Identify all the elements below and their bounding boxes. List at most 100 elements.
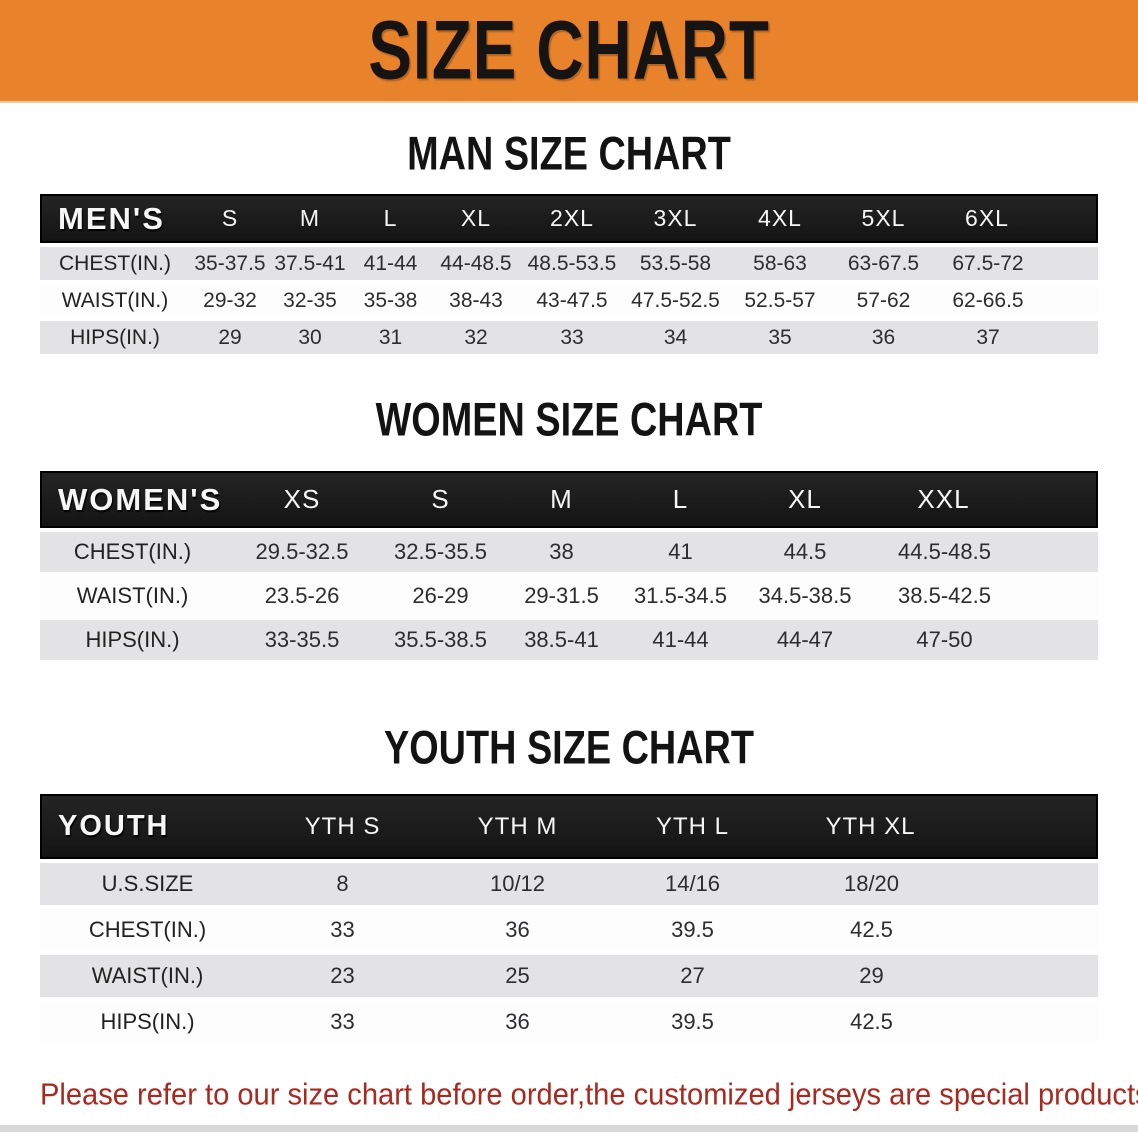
table-cell: 36 bbox=[430, 909, 605, 951]
table-row: WAIST(IN.) 23.5-26 26-29 29-31.5 31.5-34.5 34… bbox=[40, 576, 1098, 616]
row-label: HIPS(IN.) bbox=[40, 620, 225, 660]
youth-size-table-grid: YOUTH YTH S YTH M YTH L YTH XL U.S.SIZE 8 10/12… bbox=[40, 790, 1098, 1047]
table-cell: 35 bbox=[728, 321, 832, 354]
table-cell: 38.5-42.5 bbox=[870, 576, 1098, 616]
table-row: WAIST(IN.) 29-32 32-35 35-38 38-43 43-47.5 47.… bbox=[40, 284, 1098, 317]
table-title-cell: WOMEN'S bbox=[40, 471, 225, 528]
table-cell: 31 bbox=[350, 321, 431, 354]
table-cell: 23.5-26 bbox=[225, 576, 379, 616]
header-row: WOMEN'S XS S M L XL XXL bbox=[40, 471, 1098, 528]
order-policy-line-1: Please refer to our size chart before or… bbox=[40, 1078, 1138, 1112]
table-cell: 37.5-41 bbox=[270, 247, 350, 280]
table-row: CHEST(IN.) 35-37.5 37.5-41 41-44 44-48.5 48.5… bbox=[40, 247, 1098, 280]
table-cell: 35-37.5 bbox=[190, 247, 270, 280]
table-cell: 30 bbox=[270, 321, 350, 354]
table-row: HIPS(IN.) 33-35.5 35.5-38.5 38.5-41 41-44 44-… bbox=[40, 620, 1098, 660]
table-cell: 32.5-35.5 bbox=[379, 532, 502, 572]
column-header: L bbox=[621, 471, 740, 528]
table-cell: 41-44 bbox=[350, 247, 431, 280]
table-cell: 34 bbox=[623, 321, 728, 354]
table-cell: 26-29 bbox=[379, 576, 502, 616]
table-cell: 47-50 bbox=[870, 620, 1098, 660]
youth-section-heading: YOUTH SIZE CHART bbox=[383, 721, 754, 775]
table-cell: 33 bbox=[521, 321, 623, 354]
column-header: YTH S bbox=[255, 794, 430, 859]
mens-size-table-grid: MEN'S S M L XL 2XL 3XL 4XL 5XL 6XL CHEST(IN.) 35-37… bbox=[40, 190, 1098, 358]
column-header: XS bbox=[225, 471, 379, 528]
table-cell: 23 bbox=[255, 955, 430, 997]
table-cell: 29 bbox=[780, 955, 1098, 997]
column-header: 4XL bbox=[728, 194, 832, 243]
column-header: M bbox=[502, 471, 621, 528]
table-cell: 29 bbox=[190, 321, 270, 354]
table-cell: 35-38 bbox=[350, 284, 431, 317]
table-cell: 35.5-38.5 bbox=[379, 620, 502, 660]
table-cell: 41 bbox=[621, 532, 740, 572]
table-cell: 33-35.5 bbox=[225, 620, 379, 660]
row-label: U.S.SIZE bbox=[40, 863, 255, 905]
table-cell: 39.5 bbox=[605, 909, 780, 951]
table-row: U.S.SIZE 8 10/12 14/16 18/20 bbox=[40, 863, 1098, 905]
table-cell: 33 bbox=[255, 909, 430, 951]
table-cell: 44-47 bbox=[740, 620, 870, 660]
table-cell: 67.5-72 bbox=[935, 247, 1098, 280]
table-title-cell: MEN'S bbox=[40, 194, 190, 243]
mens-size-table: MEN'S S M L XL 2XL 3XL 4XL 5XL 6XL CHEST(IN.) 35-37… bbox=[40, 190, 1098, 358]
table-cell: 57-62 bbox=[832, 284, 935, 317]
row-label: CHEST(IN.) bbox=[40, 909, 255, 951]
womens-size-table-grid: WOMEN'S XS S M L XL XXL CHEST(IN.) 29.5-32.5 32.5… bbox=[40, 467, 1098, 664]
column-header: YTH XL bbox=[780, 794, 1098, 859]
header-row: MEN'S S M L XL 2XL 3XL 4XL 5XL 6XL bbox=[40, 194, 1098, 243]
table-cell: 31.5-34.5 bbox=[621, 576, 740, 616]
table-cell: 38 bbox=[502, 532, 621, 572]
header-row: YOUTH YTH S YTH M YTH L YTH XL bbox=[40, 794, 1098, 859]
table-cell: 33 bbox=[255, 1001, 430, 1043]
womens-size-table: WOMEN'S XS S M L XL XXL CHEST(IN.) 29.5-32.5 32.5… bbox=[40, 467, 1098, 664]
table-cell: 29-32 bbox=[190, 284, 270, 317]
table-cell: 27 bbox=[605, 955, 780, 997]
table-cell: 42.5 bbox=[780, 909, 1098, 951]
table-cell: 42.5 bbox=[780, 1001, 1098, 1043]
banner-title: SIZE CHART bbox=[368, 3, 770, 97]
table-cell: 37 bbox=[935, 321, 1098, 354]
bottom-edge-strip bbox=[0, 1125, 1138, 1132]
table-cell: 10/12 bbox=[430, 863, 605, 905]
row-label: HIPS(IN.) bbox=[40, 1001, 255, 1043]
column-header: 6XL bbox=[935, 194, 1098, 243]
table-cell: 38-43 bbox=[431, 284, 521, 317]
column-header: YTH L bbox=[605, 794, 780, 859]
table-row: HIPS(IN.) 33 36 39.5 42.5 bbox=[40, 1001, 1098, 1043]
table-cell: 18/20 bbox=[780, 863, 1098, 905]
column-header: XL bbox=[431, 194, 521, 243]
table-cell: 43-47.5 bbox=[521, 284, 623, 317]
table-cell: 14/16 bbox=[605, 863, 780, 905]
column-header: 3XL bbox=[623, 194, 728, 243]
table-cell: 63-67.5 bbox=[832, 247, 935, 280]
table-cell: 29.5-32.5 bbox=[225, 532, 379, 572]
table-cell: 29-31.5 bbox=[502, 576, 621, 616]
table-cell: 38.5-41 bbox=[502, 620, 621, 660]
table-cell: 39.5 bbox=[605, 1001, 780, 1043]
table-row: CHEST(IN.) 33 36 39.5 42.5 bbox=[40, 909, 1098, 951]
table-row: CHEST(IN.) 29.5-32.5 32.5-35.5 38 41 44.5 44.5… bbox=[40, 532, 1098, 572]
table-cell: 32-35 bbox=[270, 284, 350, 317]
banner: SIZE CHART bbox=[0, 0, 1138, 103]
row-label: CHEST(IN.) bbox=[40, 532, 225, 572]
table-cell: 52.5-57 bbox=[728, 284, 832, 317]
women-section-heading: WOMEN SIZE CHART bbox=[375, 393, 763, 447]
men-section-heading: MAN SIZE CHART bbox=[407, 127, 731, 181]
row-label: HIPS(IN.) bbox=[40, 321, 190, 354]
table-cell: 44.5 bbox=[740, 532, 870, 572]
row-label: WAIST(IN.) bbox=[40, 955, 255, 997]
table-cell: 62-66.5 bbox=[935, 284, 1098, 317]
table-row: WAIST(IN.) 23 25 27 29 bbox=[40, 955, 1098, 997]
order-policy-note: Please refer to our size chart before or… bbox=[40, 1073, 1138, 1132]
column-header: L bbox=[350, 194, 431, 243]
table-cell: 36 bbox=[430, 1001, 605, 1043]
table-cell: 32 bbox=[431, 321, 521, 354]
column-header: S bbox=[379, 471, 502, 528]
row-label: CHEST(IN.) bbox=[40, 247, 190, 280]
youth-size-table: YOUTH YTH S YTH M YTH L YTH XL U.S.SIZE 8 10/12… bbox=[40, 790, 1098, 1047]
table-cell: 36 bbox=[832, 321, 935, 354]
